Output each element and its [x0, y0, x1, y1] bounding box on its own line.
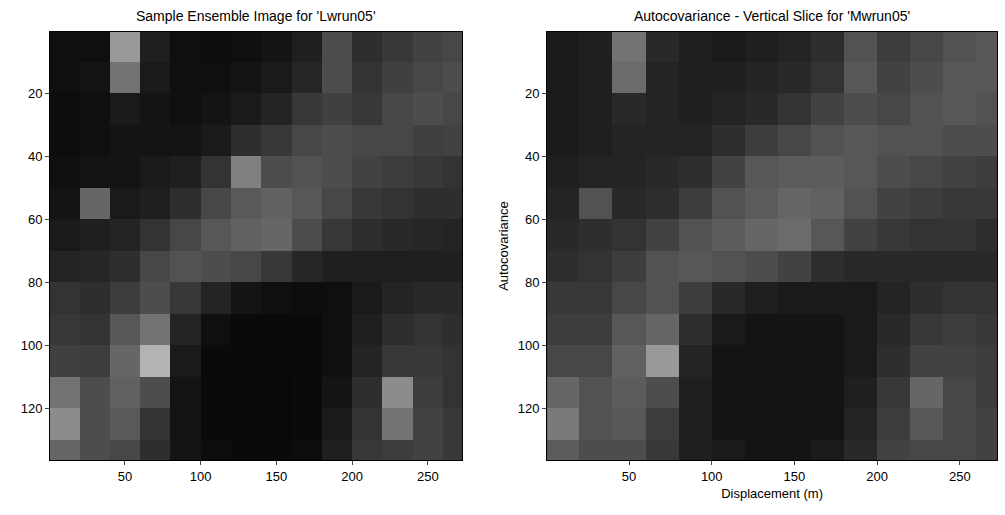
svg-text:Autocovariance: Autocovariance [496, 201, 511, 291]
svg-text:40: 40 [525, 149, 539, 164]
svg-text:250: 250 [417, 469, 439, 484]
svg-text:20: 20 [28, 86, 42, 101]
svg-text:100: 100 [190, 469, 212, 484]
svg-text:Sample Ensemble Image for 'Lwr: Sample Ensemble Image for 'Lwrun05' [136, 8, 376, 24]
svg-text:60: 60 [525, 212, 539, 227]
svg-text:40: 40 [28, 149, 42, 164]
svg-text:50: 50 [622, 469, 636, 484]
svg-text:120: 120 [518, 401, 540, 416]
svg-text:Autocovariance - Vertical Slic: Autocovariance - Vertical Slice for 'Mwr… [634, 8, 910, 24]
svg-text:150: 150 [784, 469, 806, 484]
svg-text:100: 100 [518, 338, 540, 353]
svg-text:150: 150 [266, 469, 288, 484]
svg-text:Displacement (m): Displacement (m) [721, 486, 823, 501]
svg-text:250: 250 [949, 469, 971, 484]
svg-text:120: 120 [21, 401, 43, 416]
svg-text:200: 200 [341, 469, 363, 484]
svg-text:20: 20 [525, 86, 539, 101]
svg-text:100: 100 [701, 469, 723, 484]
svg-text:80: 80 [525, 275, 539, 290]
svg-text:100: 100 [21, 338, 43, 353]
svg-text:200: 200 [866, 469, 888, 484]
svg-text:80: 80 [28, 275, 42, 290]
svg-text:60: 60 [28, 212, 42, 227]
svg-text:50: 50 [118, 469, 132, 484]
